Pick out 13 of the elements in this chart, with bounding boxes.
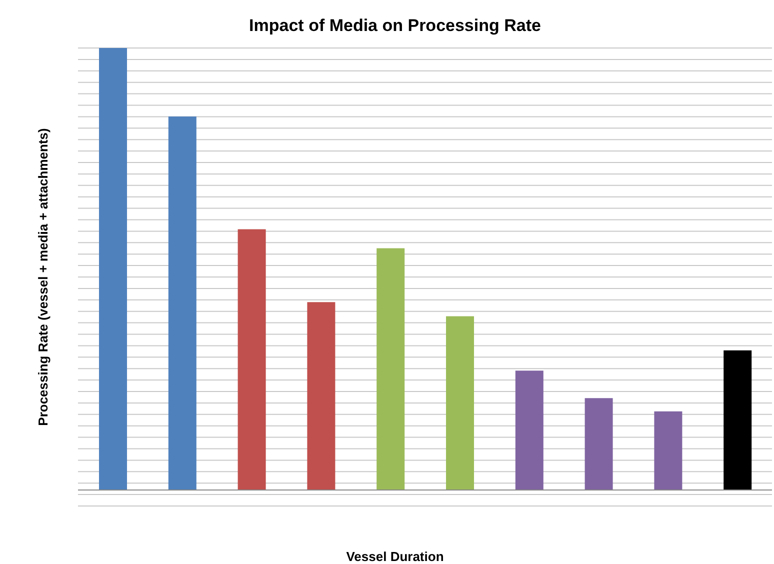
chart-title: Impact of Media on Processing Rate <box>248 16 542 36</box>
bar <box>584 398 613 490</box>
bar <box>307 302 336 490</box>
y-axis-title: Processing Rate (vessel + media + attachments) <box>36 128 50 426</box>
bar <box>446 316 474 490</box>
bar <box>724 350 752 490</box>
bar <box>99 48 127 490</box>
bar <box>376 248 405 490</box>
bar <box>654 411 682 490</box>
bar <box>168 116 196 490</box>
bar <box>238 229 266 490</box>
bar <box>515 370 544 490</box>
x-axis-title: Vessel Duration <box>345 549 445 564</box>
